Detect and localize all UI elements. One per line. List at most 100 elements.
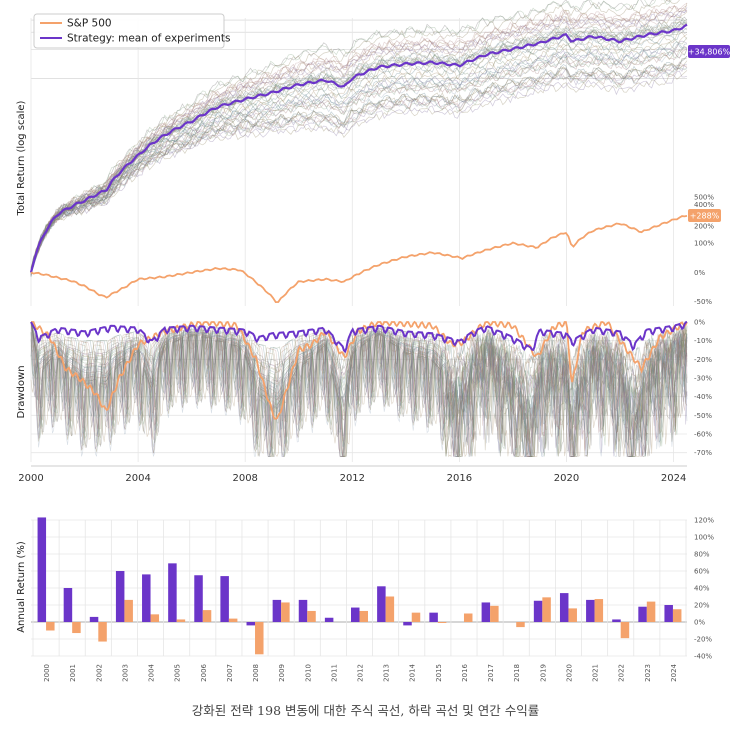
experiment-curve (30, 35, 688, 268)
strategy-annual-bar (377, 586, 386, 622)
drawdown-experiment-curve (30, 321, 688, 458)
drawdown-y-tick: -40% (694, 393, 712, 401)
legend-label-strategy: Strategy: mean of experiments (67, 33, 230, 45)
strategy-annual-bar (559, 593, 569, 622)
drawdown-experiment-curve (30, 321, 688, 444)
total-return-ylabel: Total Return (log scale) (16, 100, 27, 216)
drawdown-experiment-curve (30, 329, 688, 457)
sp500-annual-bar (516, 622, 525, 628)
strategy-annual-bar (664, 605, 673, 622)
drawdown-experiment-curve (30, 330, 688, 434)
drawdown-experiment-curve (30, 327, 688, 457)
annual-return-y-tick: 120% (694, 517, 714, 525)
annual-return-x-tick: 2006 (200, 663, 208, 681)
sp500-annual-bar (542, 597, 551, 622)
drawdown-experiment-curve (30, 321, 688, 457)
experiment-curve (30, 55, 688, 274)
annual-return-x-tick: 2000 (43, 664, 51, 682)
annual-return-x-tick: 2020 (565, 664, 573, 682)
experiment-curve (30, 6, 688, 276)
experiment-curve (30, 16, 688, 272)
sp500-annual-bar (594, 599, 604, 622)
drawdown-y-tick: -10% (694, 337, 712, 345)
strategy-annual-bar (533, 600, 543, 622)
sp500-annual-bar (202, 610, 212, 622)
annual-return-x-tick: 2001 (69, 664, 77, 682)
experiment-curve (30, 43, 688, 272)
experiment-curve (30, 63, 688, 277)
experiment-curve (30, 21, 688, 269)
annual-return-ylabel: Annual Return (%) (16, 541, 27, 633)
drawdown-y-tick: -60% (694, 431, 712, 439)
sp500-drawdown-line (31, 320, 688, 420)
sp500-annual-bar (124, 599, 133, 622)
annual-return-x-tick: 2011 (330, 664, 338, 682)
annual-return-gridlines (31, 519, 687, 657)
experiment-curve (30, 0, 671, 275)
strategy-annual-bar (63, 588, 73, 622)
experiment-curve (30, 66, 688, 273)
strategy-annual-bar (351, 607, 360, 622)
sp500-annual-bar (359, 610, 368, 622)
experiment-curve (30, 66, 688, 273)
experiment-curves (30, 0, 688, 278)
annual-return-x-tick: 2019 (539, 664, 547, 682)
experiment-curve (30, 61, 688, 273)
annual-return-y-tick: 100% (694, 534, 714, 542)
x-axis-year-tick: 2012 (340, 473, 365, 484)
drawdown-experiment-curve (30, 321, 688, 458)
x-axis-year-tick: 2016 (447, 473, 472, 484)
x-axis-year-tick: 2008 (232, 473, 257, 484)
sp500-line (30, 215, 688, 304)
strategy-annual-bar (324, 617, 334, 622)
strategy-annual-bar (481, 602, 491, 622)
drawdown-experiment-curve (30, 321, 688, 457)
drawdown-experiment-curve (30, 321, 688, 457)
figure-caption: 강화된 전략 198 변동에 대한 주식 곡선, 하락 곡선 및 연간 수익률 (191, 703, 540, 718)
annual-return-x-tick: 2024 (670, 663, 678, 681)
annual-return-x-tick: 2004 (148, 663, 156, 681)
strategy-end-badge (688, 45, 730, 58)
annual-return-x-tick: 2010 (304, 664, 312, 682)
experiment-curve (30, 27, 688, 271)
annual-return-y-tick: -20% (694, 636, 712, 644)
sp500-annual-bar (490, 605, 499, 622)
strategy-annual-bar (403, 622, 412, 626)
total-return-y-tick: -50% (694, 298, 712, 306)
total-return-y-tick: 0% (694, 269, 705, 277)
experiment-curve (30, 48, 688, 277)
annual-return-x-tick: 2013 (383, 664, 391, 682)
experiment-curve (30, 55, 688, 269)
experiment-curve (30, 22, 688, 271)
annual-return-y-tick: 60% (694, 568, 710, 576)
experiment-curve (30, 58, 688, 272)
experiment-curve (30, 40, 688, 272)
experiment-curve (30, 60, 688, 274)
annual-return-x-tick: 2023 (644, 664, 652, 682)
experiment-curve (30, 2, 688, 276)
sp500-annual-bar (411, 612, 421, 622)
strategy-annual-bar (142, 574, 151, 622)
sp500-annual-bar (568, 608, 577, 622)
sp500-annual-bar (463, 613, 473, 622)
drawdown-experiment-curve (30, 332, 688, 457)
experiment-curve (30, 48, 688, 275)
drawdown-experiment-curve (30, 321, 688, 437)
drawdown-experiment-curve (30, 321, 688, 457)
strategy-drawdown-line (30, 321, 688, 354)
sp500-annual-bar (620, 622, 630, 639)
drawdown-experiment-curve (30, 321, 688, 458)
sp500-annual-bar (672, 609, 682, 622)
sp500-annual-bar (307, 610, 316, 622)
drawdown-experiment-curve (30, 332, 688, 455)
experiment-curve (30, 16, 688, 269)
drawdown-experiment-curve (30, 321, 688, 422)
annual-return-y-tick: 80% (694, 551, 710, 559)
strategy-end-label: +34,806% (688, 48, 731, 57)
x-axis-year-ticks: 2000 2004 2008 2012 2016 2020 2024 (18, 465, 687, 484)
strategy-annual-bar (586, 599, 595, 622)
drawdown-y-ticks: 0% -10% -20% -30% -40% -50% -60% -70% (694, 319, 712, 458)
x-axis-year-tick: 2000 (18, 473, 43, 484)
sp500-annual-bar (46, 622, 55, 631)
